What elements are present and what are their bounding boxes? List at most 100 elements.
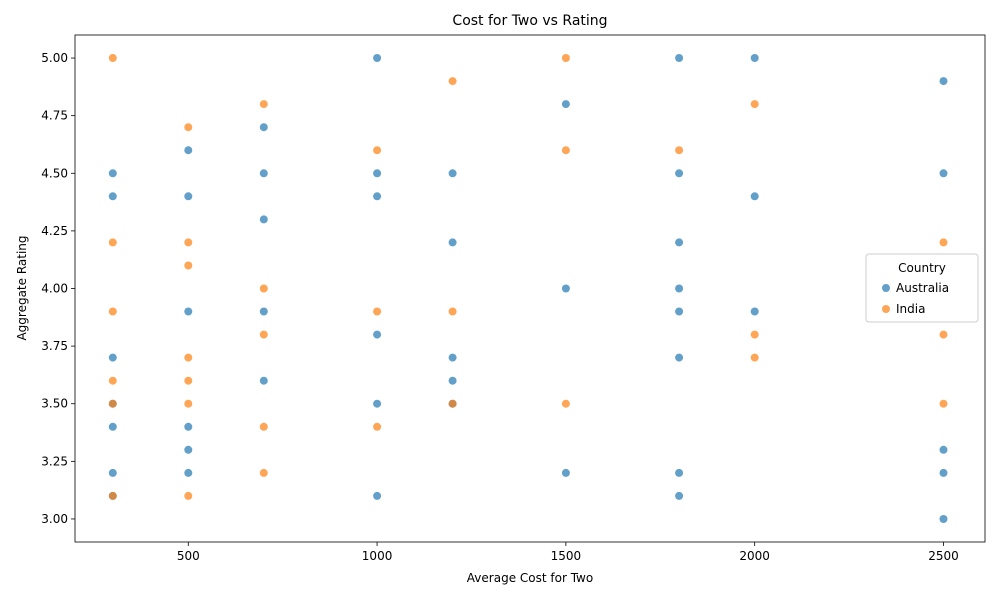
- data-point-india-30: [750, 353, 759, 362]
- data-point-india-31: [939, 238, 948, 247]
- data-point-india-0: [108, 54, 117, 62]
- data-point-australia-25: [448, 238, 457, 247]
- y-tick-label: 4.00: [41, 282, 68, 296]
- data-point-india-24: [561, 54, 570, 62]
- data-point-australia-42: [750, 307, 759, 316]
- y-tick-label: 3.75: [41, 339, 68, 353]
- x-tick-label: 2000: [739, 549, 770, 563]
- data-point-india-1: [108, 238, 117, 247]
- data-point-australia-11: [184, 445, 193, 454]
- data-point-india-11: [184, 399, 193, 408]
- data-point-india-17: [259, 468, 268, 477]
- y-tick-label: 4.75: [41, 109, 68, 123]
- points-layer: [108, 54, 948, 523]
- data-point-india-2: [108, 307, 117, 316]
- y-tick-label: 3.00: [41, 512, 68, 526]
- x-axis-ticks: 500 1000 1500 2000 2500: [177, 542, 959, 563]
- data-point-australia-38: [675, 468, 684, 477]
- data-point-australia-18: [373, 54, 382, 62]
- data-point-australia-10: [184, 422, 193, 431]
- legend-label-australia: Australia: [896, 281, 949, 295]
- data-point-india-16: [259, 422, 268, 431]
- y-tick-label: 4.50: [41, 166, 68, 180]
- data-point-india-26: [561, 399, 570, 408]
- data-point-india-27: [675, 146, 684, 155]
- data-point-australia-31: [561, 468, 570, 477]
- data-point-india-12: [184, 491, 193, 500]
- x-tick-label: 2500: [928, 549, 959, 563]
- data-point-australia-16: [259, 307, 268, 316]
- data-point-india-28: [750, 100, 759, 109]
- data-point-india-20: [373, 422, 382, 431]
- legend: Country Australia India: [865, 253, 979, 323]
- y-tick-label: 4.25: [41, 224, 68, 238]
- data-point-india-4: [108, 399, 117, 408]
- data-point-india-9: [184, 353, 193, 362]
- data-point-india-7: [184, 238, 193, 247]
- data-point-australia-32: [675, 54, 684, 62]
- legend-frame: [865, 253, 979, 323]
- data-point-australia-20: [373, 192, 382, 201]
- data-point-australia-23: [373, 491, 382, 500]
- legend-title: Country: [898, 261, 946, 275]
- data-point-india-6: [184, 123, 193, 132]
- data-point-australia-1: [108, 192, 117, 201]
- data-point-australia-17: [259, 376, 268, 385]
- data-point-australia-47: [939, 515, 948, 523]
- data-point-australia-40: [750, 54, 759, 62]
- data-point-australia-21: [373, 330, 382, 339]
- data-point-india-29: [750, 330, 759, 339]
- data-point-australia-41: [750, 192, 759, 201]
- data-point-australia-12: [184, 468, 193, 477]
- plot-frame: [74, 34, 986, 543]
- y-tick-label: 3.50: [41, 397, 68, 411]
- data-point-australia-22: [373, 399, 382, 408]
- data-point-australia-5: [108, 468, 117, 477]
- data-point-australia-39: [675, 491, 684, 500]
- data-point-australia-45: [939, 445, 948, 454]
- data-point-australia-43: [939, 77, 948, 86]
- data-point-australia-9: [184, 307, 193, 316]
- data-point-australia-36: [675, 307, 684, 316]
- y-axis-title: Aggregate Rating: [15, 235, 29, 340]
- x-axis-title: Average Cost for Two: [467, 571, 593, 585]
- data-point-india-32: [939, 330, 948, 339]
- legend-marker-india: [882, 305, 890, 313]
- data-point-australia-34: [675, 238, 684, 247]
- data-point-india-23: [448, 399, 457, 408]
- data-point-australia-14: [259, 169, 268, 178]
- data-point-india-33: [939, 399, 948, 408]
- data-point-australia-37: [675, 353, 684, 362]
- data-point-australia-24: [448, 169, 457, 178]
- data-point-australia-15: [259, 215, 268, 224]
- data-point-australia-29: [561, 100, 570, 109]
- data-point-australia-26: [448, 353, 457, 362]
- data-point-india-14: [259, 284, 268, 293]
- data-point-india-3: [108, 376, 117, 385]
- data-point-india-10: [184, 376, 193, 385]
- data-point-australia-8: [184, 192, 193, 201]
- data-point-australia-46: [939, 468, 948, 477]
- data-point-india-18: [373, 146, 382, 155]
- data-point-india-13: [259, 100, 268, 109]
- data-point-india-8: [184, 261, 193, 270]
- y-axis-ticks: 3.00 3.25 3.50 3.75 4.00 4.25 4.50 4.75 5.00: [41, 51, 75, 526]
- legend-label-india: India: [896, 302, 925, 316]
- data-point-india-25: [561, 146, 570, 155]
- data-point-australia-35: [675, 284, 684, 293]
- data-point-australia-30: [561, 284, 570, 293]
- legend-marker-australia: [882, 284, 890, 292]
- y-tick-label: 3.25: [41, 454, 68, 468]
- data-point-australia-27: [448, 376, 457, 385]
- x-tick-label: 1500: [551, 549, 582, 563]
- data-point-australia-44: [939, 169, 948, 178]
- data-point-australia-0: [108, 169, 117, 178]
- data-point-australia-33: [675, 169, 684, 178]
- data-point-india-19: [373, 307, 382, 316]
- data-point-australia-13: [259, 123, 268, 132]
- data-point-india-5: [108, 491, 117, 500]
- data-point-australia-19: [373, 169, 382, 178]
- x-tick-label: 500: [177, 549, 200, 563]
